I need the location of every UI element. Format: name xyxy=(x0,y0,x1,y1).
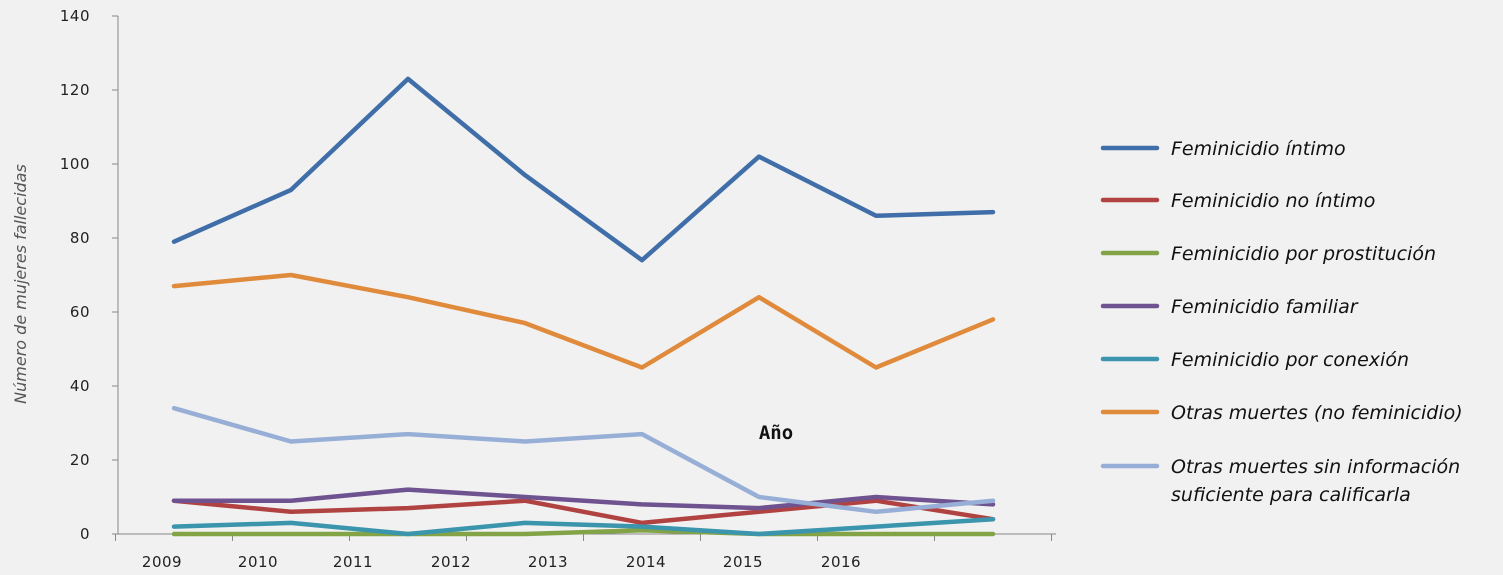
series-line-6 xyxy=(171,405,996,515)
x-tick-label: 2012 xyxy=(431,553,471,571)
x-tick-label: 2016 xyxy=(821,553,861,571)
series-line-3 xyxy=(171,487,996,511)
series-lines xyxy=(171,76,996,537)
ticks: 0 20 40 60 80 100 120 140 2009 2010 2011 2012 2013 20… xyxy=(60,7,1052,571)
legend-item: Otras muertes (no feminicidio) xyxy=(1100,402,1463,424)
legend-item: Feminicidio familiar xyxy=(1100,296,1359,318)
legend-label: Feminicidio por prostitución xyxy=(1171,243,1436,265)
legend-label: Feminicidio íntimo xyxy=(1171,138,1346,160)
legend-item: Otras muertes sin información suficiente … xyxy=(1100,456,1460,506)
legend-label: Otras muertes sin información suficiente … xyxy=(1171,456,1460,506)
x-tick-label: 2009 xyxy=(142,553,182,571)
y-tick-label: 140 xyxy=(60,7,90,25)
y-tick-label: 40 xyxy=(70,377,90,395)
legend-item: Feminicidio no íntimo xyxy=(1100,190,1375,212)
legend: Feminicidio íntimo Feminicidio no íntimo F… xyxy=(1100,138,1463,506)
y-axis-title: Número de mujeres fallecidas xyxy=(11,164,30,404)
y-tick-label: 0 xyxy=(80,525,90,543)
series-line-5 xyxy=(171,272,996,370)
y-tick-label: 120 xyxy=(60,81,90,99)
x-axis-title: Año xyxy=(759,422,793,444)
series-line-4 xyxy=(171,516,996,537)
legend-label: Feminicidio por conexión xyxy=(1171,349,1409,371)
legend-label: Feminicidio no íntimo xyxy=(1171,190,1375,212)
x-tick-label: 2013 xyxy=(528,553,568,571)
legend-label: Feminicidio familiar xyxy=(1171,296,1359,318)
x-tick-label: 2011 xyxy=(333,553,373,571)
y-tick-label: 80 xyxy=(70,229,90,247)
x-tick-label: 2010 xyxy=(238,553,278,571)
axes xyxy=(117,16,1056,535)
legend-item: Feminicidio íntimo xyxy=(1100,138,1346,160)
x-tick-label: 2014 xyxy=(626,553,666,571)
legend-item: Feminicidio por prostitución xyxy=(1100,243,1436,265)
series-line-1 xyxy=(171,498,996,526)
legend-label: Otras muertes (no feminicidio) xyxy=(1171,402,1463,424)
series-line-0 xyxy=(171,76,996,263)
y-tick-label: 60 xyxy=(70,303,90,321)
legend-item: Feminicidio por conexión xyxy=(1100,349,1409,371)
y-tick-label: 100 xyxy=(60,155,90,173)
series-line-2 xyxy=(171,528,996,537)
x-tick-label: 2015 xyxy=(723,553,763,571)
y-tick-label: 20 xyxy=(70,451,90,469)
